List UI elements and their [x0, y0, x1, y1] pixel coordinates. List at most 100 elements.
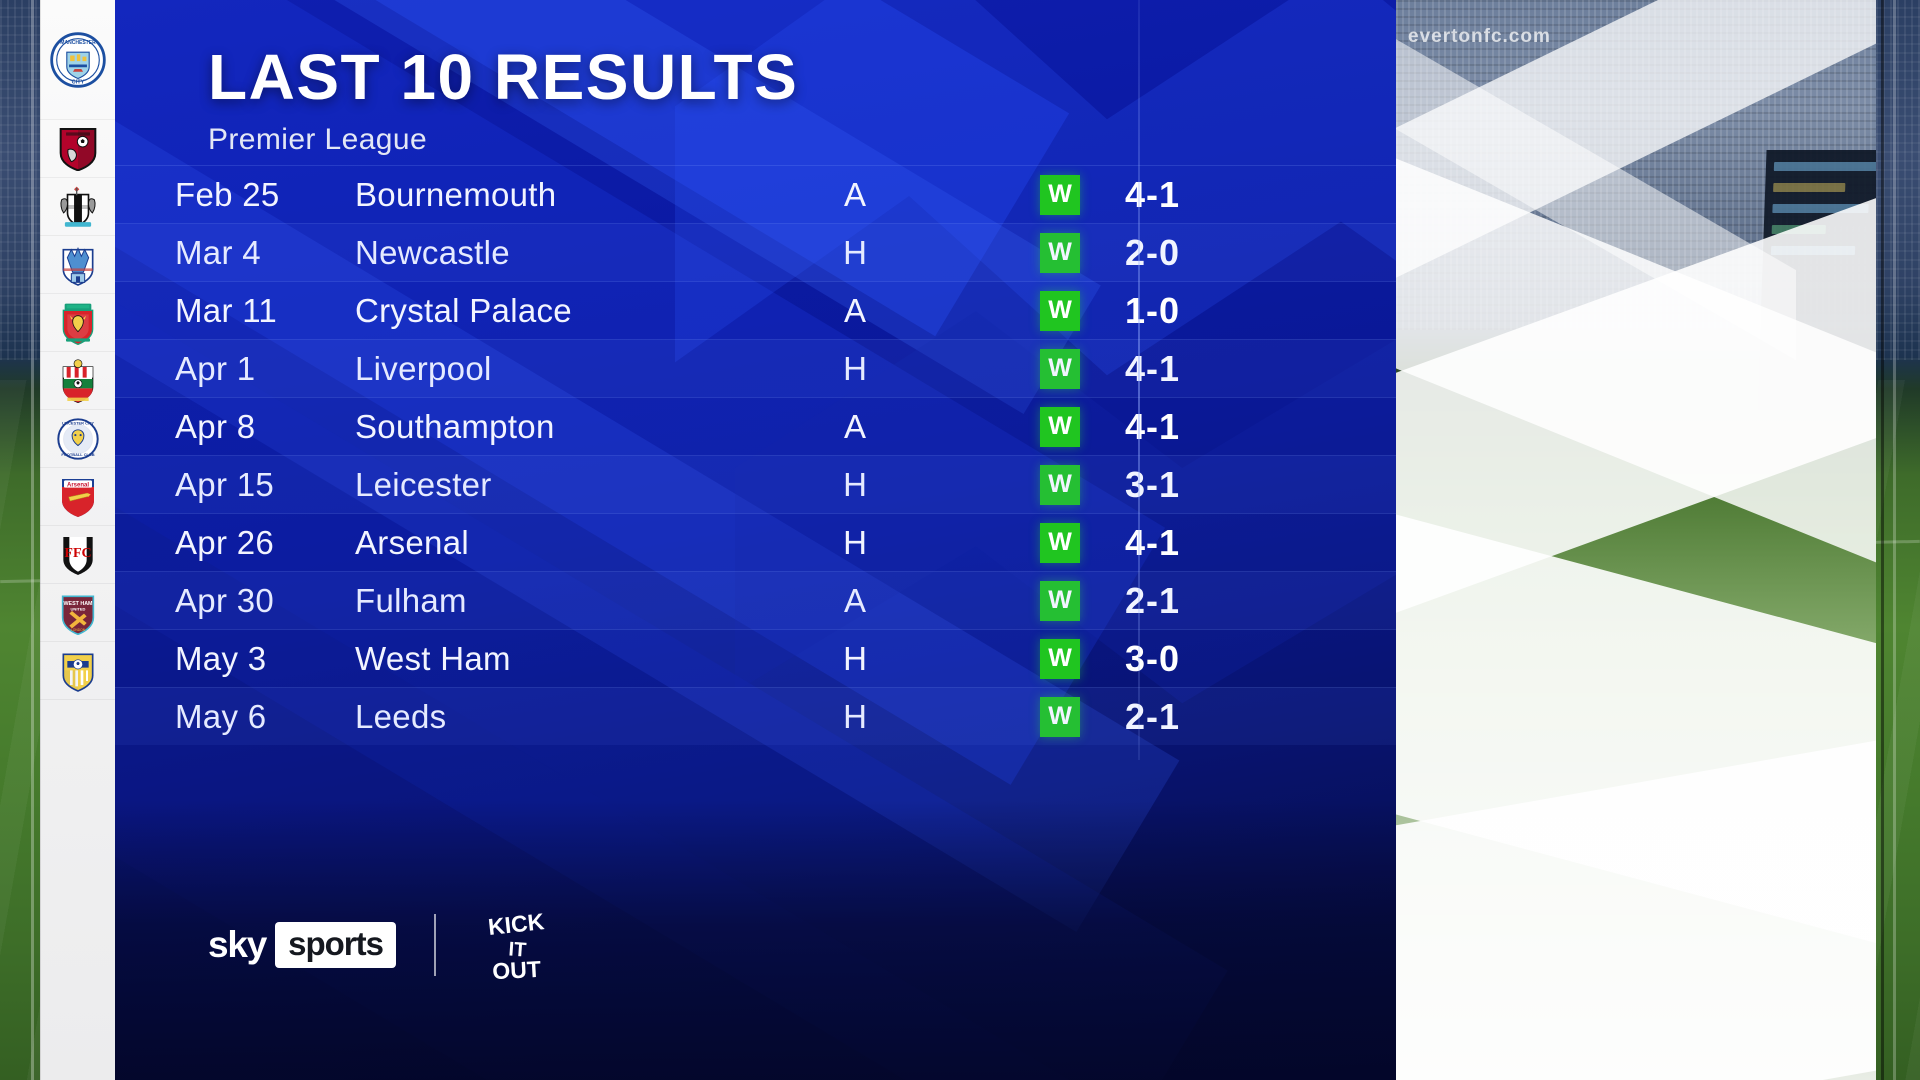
cell-result: W [995, 580, 1125, 621]
results-table: Feb 25 Bournemouth A W 4-1 Mar 4 Newcastle H W 2-… [115, 165, 1396, 745]
cell-date: May 3 [175, 639, 267, 677]
bournemouth-crest-icon [59, 127, 96, 171]
arsenal-crest-icon: Arsenal [61, 478, 94, 517]
right-seam-dark [1881, 0, 1884, 1080]
cell-venue: A [843, 407, 866, 445]
footer-separator [434, 914, 436, 976]
cell-result: W [995, 638, 1125, 679]
cell-venue: A [843, 175, 866, 213]
kio-line3: OUT [492, 956, 542, 985]
cell-date: Apr 26 [175, 523, 275, 561]
left-seam [31, 0, 34, 1080]
cell-venue: H [843, 465, 867, 503]
cell-score: 2-1 [1125, 695, 1181, 737]
cell-date: Apr 1 [175, 349, 256, 387]
table-row[interactable]: May 6 Leeds H W 2-1 [115, 687, 1396, 745]
svg-text:CITY: CITY [71, 79, 84, 85]
cell-venue: A [843, 291, 866, 329]
header-block: LAST 10 RESULTS Premier League [208, 45, 798, 157]
cell-opponent: Bournemouth [355, 175, 557, 213]
liverpool-crest-icon [62, 303, 93, 345]
svg-text:MANCHESTER: MANCHESTER [60, 39, 96, 45]
cell-opponent: Fulham [355, 581, 467, 619]
fulham-crest-icon: FFC [62, 536, 93, 575]
cell-result: W [995, 522, 1125, 563]
kio-line2: IT [508, 938, 527, 961]
table-row[interactable]: Feb 25 Bournemouth A W 4-1 [115, 165, 1396, 223]
page-title: LAST 10 RESULTS [208, 41, 799, 113]
right-seam-light [1893, 0, 1896, 1080]
cell-opponent: Liverpool [355, 349, 492, 387]
kick-it-out-icon: KICK IT OUT [487, 908, 546, 985]
cell-date: May 6 [175, 697, 267, 735]
cell-date: Mar 11 [175, 291, 278, 329]
sky-sports-logo: sky sports [208, 922, 396, 968]
panel-fade-overlay [1396, 0, 1876, 1080]
cell-score: 4-1 [1125, 173, 1181, 215]
cell-opponent: Leicester [355, 465, 492, 503]
table-row[interactable]: Mar 11 Crystal Palace A W 1-0 [115, 281, 1396, 339]
manager-photo-panel: evertonfc.com [1396, 0, 1876, 1080]
svg-text:FFC: FFC [64, 546, 91, 561]
cell-result: W [995, 696, 1125, 737]
sidebar-crest-crystal-palace [40, 236, 115, 294]
southampton-crest-icon [62, 358, 93, 403]
sidebar-crest-leeds [40, 642, 115, 700]
table-row[interactable]: Apr 8 Southampton A W 4-1 [115, 397, 1396, 455]
table-row[interactable]: May 3 West Ham H W 3-0 [115, 629, 1396, 687]
table-row[interactable]: Apr 1 Liverpool H W 4-1 [115, 339, 1396, 397]
cell-result: W [995, 348, 1125, 389]
table-row[interactable]: Apr 26 Arsenal H W 4-1 [115, 513, 1396, 571]
cell-date: Mar 4 [175, 233, 261, 271]
cell-date: Apr 30 [175, 581, 275, 619]
cell-result: W [995, 232, 1125, 273]
status-badge: W [1040, 174, 1080, 215]
cell-score: 1-0 [1125, 289, 1181, 331]
cell-opponent: Crystal Palace [355, 291, 572, 329]
sidebar-crest-liverpool [40, 294, 115, 352]
kio-line1: KICK [487, 908, 546, 940]
cell-opponent: Newcastle [355, 233, 510, 271]
sidebar-crest-west-ham: WEST HAM UNITED LONDON [40, 584, 115, 642]
sidebar-crest-southampton [40, 352, 115, 410]
column-divider [1138, 0, 1140, 760]
manchester-city-crest-icon: MANCHESTER CITY [49, 31, 106, 88]
sidebar-crest-fulham: FFC [40, 526, 115, 584]
results-graphic-frame: MANCHESTER CITY [40, 0, 1396, 1080]
crest-sidebar: MANCHESTER CITY [40, 0, 115, 1080]
cell-result: W [995, 290, 1125, 331]
cell-venue: H [843, 233, 867, 271]
sidebar-crest-leicester: LEICESTER CITY FOOTBALL CLUB [40, 410, 115, 468]
sidebar-crest-arsenal: Arsenal [40, 468, 115, 526]
status-badge: W [1040, 696, 1080, 737]
cell-score: 4-1 [1125, 347, 1181, 389]
svg-text:FOOTBALL CLUB: FOOTBALL CLUB [61, 452, 94, 457]
status-badge: W [1040, 464, 1080, 505]
status-badge: W [1040, 348, 1080, 389]
status-badge: W [1040, 290, 1080, 331]
results-panel: LAST 10 RESULTS Premier League Feb 25 Bou… [115, 0, 1396, 1080]
cell-date: Feb 25 [175, 175, 280, 213]
cell-score: 3-1 [1125, 463, 1181, 505]
sports-word: sports [275, 922, 396, 968]
table-row[interactable]: Apr 15 Leicester H W 3-1 [115, 455, 1396, 513]
sidebar-crest-manchester-city: MANCHESTER CITY [40, 0, 115, 120]
cell-result: W [995, 406, 1125, 447]
footer-logos: sky sports KICK IT OUT [208, 902, 560, 988]
table-row[interactable]: Apr 30 Fulham A W 2-1 [115, 571, 1396, 629]
svg-text:LONDON: LONDON [70, 628, 85, 632]
cell-date: Apr 8 [175, 407, 256, 445]
status-badge: W [1040, 406, 1080, 447]
crystal-palace-crest-icon [62, 246, 93, 286]
cell-venue: H [843, 697, 867, 735]
cell-date: Apr 15 [175, 465, 275, 503]
cell-opponent: Arsenal [355, 523, 469, 561]
sidebar-crest-newcastle [40, 178, 115, 236]
cell-venue: H [843, 523, 867, 561]
table-row[interactable]: Mar 4 Newcastle H W 2-0 [115, 223, 1396, 281]
status-badge: W [1040, 580, 1080, 621]
page-subtitle: Premier League [208, 123, 428, 156]
svg-text:LEICESTER CITY: LEICESTER CITY [61, 420, 93, 425]
cell-score: 2-0 [1125, 231, 1181, 273]
